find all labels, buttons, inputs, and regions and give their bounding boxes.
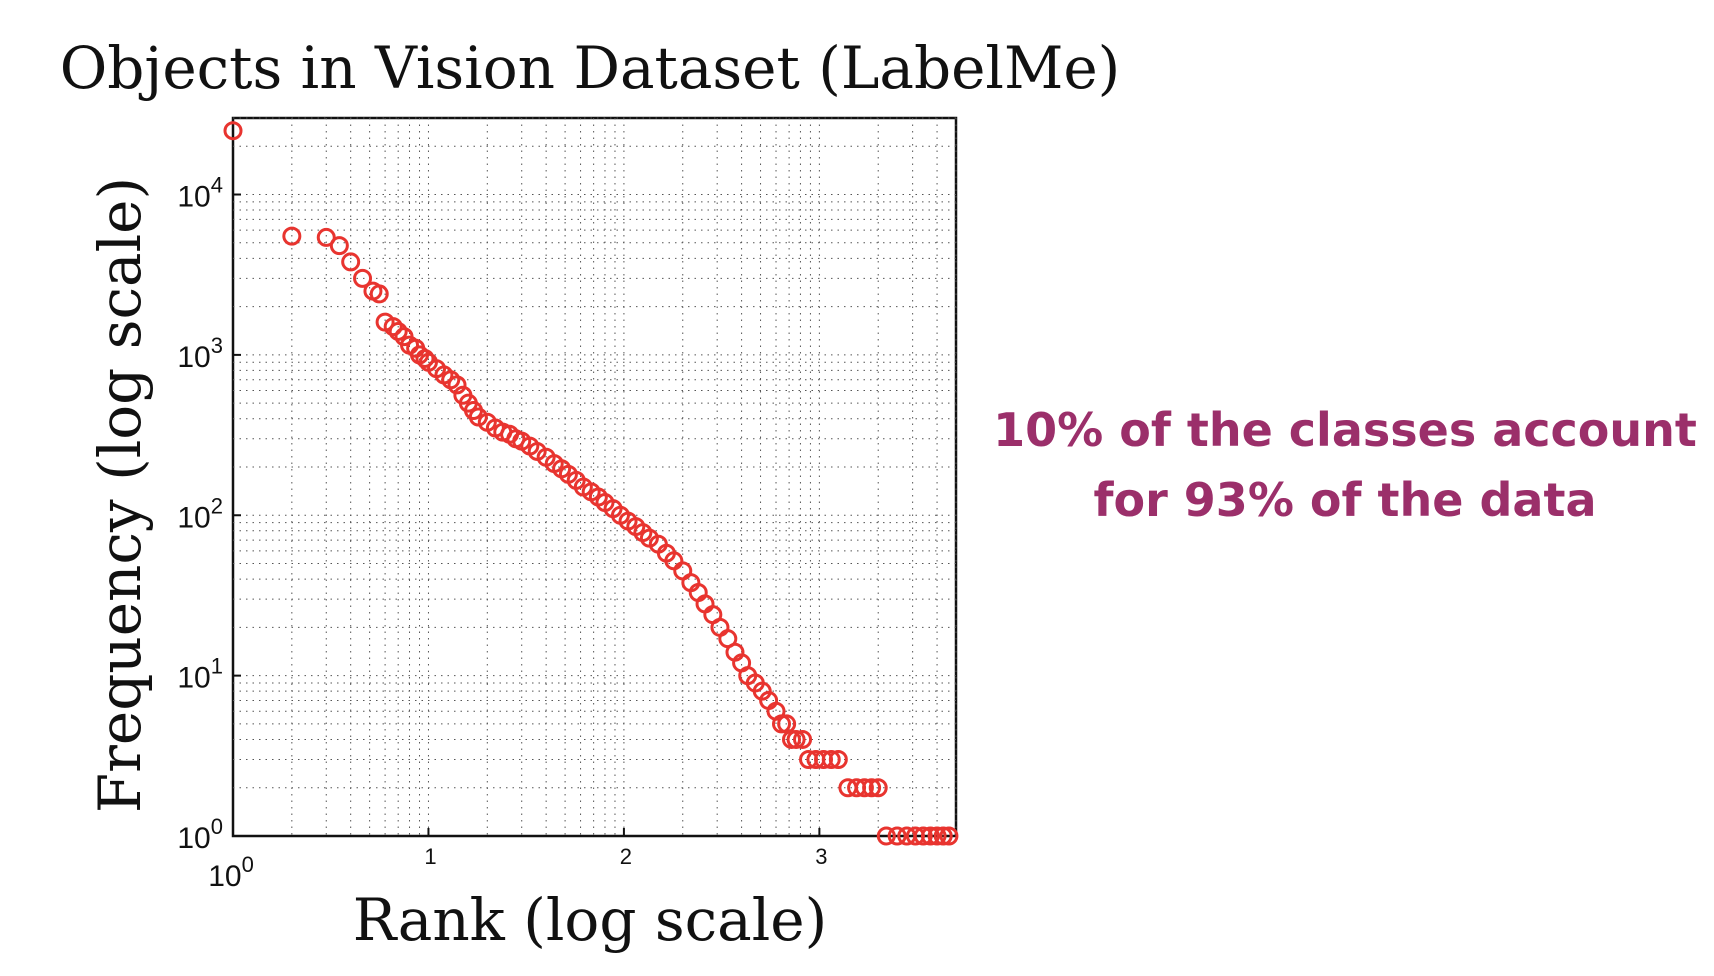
x-tick-label: 1 [424,844,436,869]
callout-text: 10% of the classes account for 93% of th… [985,395,1705,535]
data-point [388,321,408,341]
data-point [927,826,947,846]
data-point [223,121,243,141]
y-tick-label: 100 [177,814,223,855]
x-tick-label: 2 [620,844,632,869]
data-point [415,348,435,368]
y-tick-label: 103 [177,333,223,374]
data-point [828,749,848,769]
callout-line-2: for 93% of the data [1093,473,1597,527]
data-point [862,778,882,798]
y-tick-label: 102 [177,493,223,534]
data-point [771,714,791,734]
grid [233,117,957,836]
data-point [353,268,373,288]
chart-title: Objects in Vision Dataset (LabelMe) [60,34,1121,102]
data-point [868,778,888,798]
data-point [383,317,403,337]
x-axis-label: Rank (log scale) [353,886,828,954]
plot-frame [231,116,958,838]
data-point [913,826,933,846]
y-tick-label: 101 [177,654,223,695]
data-point [447,375,467,395]
data-point [887,826,907,846]
y-tick-label: 104 [177,173,223,214]
data-point [282,226,302,246]
data-point [369,284,389,304]
data-point [876,826,896,846]
data-point [786,729,806,749]
data-point [933,826,953,846]
data-point [316,227,336,247]
y-axis-label: Frequency (log scale) [86,177,154,813]
data-point [939,826,959,846]
x-tick-label: 100 [208,852,254,893]
x-tick-label: 3 [815,844,827,869]
data-point [329,236,349,256]
data-point [920,826,940,846]
axis-ticks: 100 101 102 103 104 100 1 2 3 [177,173,827,893]
callout-line-1: 10% of the classes account [993,403,1697,457]
data-point [854,778,874,798]
data-point [341,252,361,272]
data-point [821,749,841,769]
data-point [793,729,813,749]
data-points [223,121,959,846]
